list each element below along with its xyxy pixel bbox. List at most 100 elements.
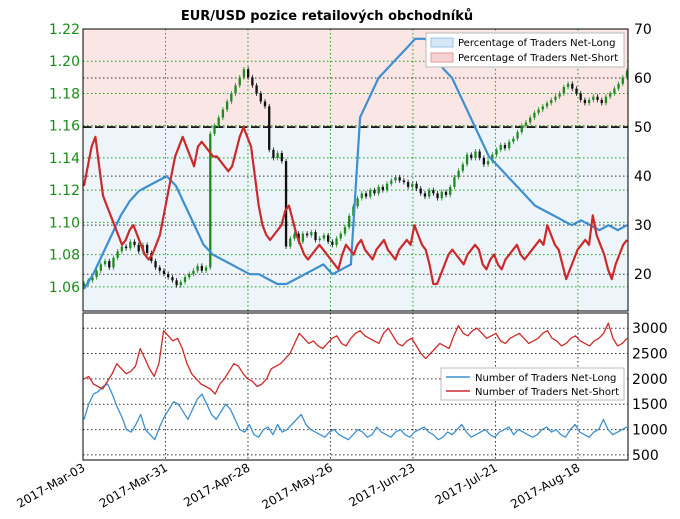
candle-body-108 bbox=[537, 110, 539, 113]
candle-body-85 bbox=[441, 192, 443, 198]
candle-body-13 bbox=[138, 245, 140, 251]
pct-tick-4: 60 bbox=[634, 71, 652, 87]
candle-body-109 bbox=[542, 106, 544, 109]
candle-body-52 bbox=[302, 234, 304, 242]
price-tick-5: 1.16 bbox=[49, 119, 80, 135]
candle-body-19 bbox=[163, 271, 165, 274]
candle-body-75 bbox=[399, 177, 401, 180]
date-tick-2: 2017-Apr-28 bbox=[181, 460, 252, 509]
candle-body-32 bbox=[218, 118, 220, 126]
candle-body-126 bbox=[613, 89, 615, 94]
candle-body-56 bbox=[319, 238, 321, 240]
count-panel: 50010001500200025003000 Number of Trader… bbox=[83, 313, 668, 464]
candle-body-111 bbox=[550, 100, 552, 103]
candle-body-9 bbox=[121, 247, 123, 252]
candle-body-63 bbox=[348, 216, 350, 227]
candle-body-57 bbox=[323, 235, 325, 238]
candle-body-33 bbox=[222, 110, 224, 118]
pct-tick-1: 30 bbox=[634, 218, 652, 234]
candle-body-73 bbox=[390, 180, 392, 183]
candle-body-53 bbox=[306, 234, 308, 236]
price-tick-8: 1.22 bbox=[49, 22, 80, 38]
candle-body-112 bbox=[554, 97, 556, 100]
candle-body-27 bbox=[196, 266, 198, 271]
chart-title: EUR/USD pozice retailových obchodníků bbox=[181, 9, 473, 24]
candle-body-50 bbox=[293, 234, 295, 239]
candle-body-41 bbox=[255, 85, 257, 93]
date-tick-3: 2017-May-26 bbox=[259, 460, 334, 512]
date-tick-6: 2017-Aug-18 bbox=[508, 460, 582, 511]
date-tick-5: 2017-Jul-21 bbox=[433, 460, 500, 507]
candle-body-54 bbox=[310, 232, 312, 235]
candle-body-94 bbox=[479, 151, 481, 157]
candle-body-46 bbox=[276, 153, 278, 158]
candle-body-100 bbox=[504, 145, 506, 148]
date-tick-4: 2017-Jun-23 bbox=[346, 460, 417, 509]
candle-body-91 bbox=[466, 155, 468, 165]
candle-body-106 bbox=[529, 118, 531, 123]
count-tick-4: 2500 bbox=[632, 347, 668, 363]
candle-body-104 bbox=[521, 126, 523, 132]
candle-body-29 bbox=[205, 267, 207, 270]
candle-body-22 bbox=[175, 280, 177, 285]
candle-body-102 bbox=[512, 139, 514, 142]
candle-body-65 bbox=[356, 198, 358, 206]
candle-body-48 bbox=[285, 161, 287, 246]
legend-label-count-short: Number of Traders Net-Short bbox=[475, 387, 619, 398]
candle-body-66 bbox=[361, 193, 363, 198]
candle-body-4 bbox=[100, 264, 102, 270]
candle-body-42 bbox=[260, 93, 262, 101]
candle-body-124 bbox=[605, 97, 607, 103]
candle-body-95 bbox=[483, 158, 485, 164]
candle-body-20 bbox=[167, 274, 169, 277]
candle-body-84 bbox=[436, 193, 438, 198]
candle-body-26 bbox=[192, 271, 194, 274]
candle-body-34 bbox=[226, 102, 228, 110]
candle-body-114 bbox=[563, 87, 565, 93]
candle-body-122 bbox=[596, 97, 598, 100]
candle-body-60 bbox=[335, 238, 337, 244]
candle-body-127 bbox=[617, 84, 619, 89]
candle-body-82 bbox=[428, 190, 430, 196]
candle-body-69 bbox=[373, 190, 375, 193]
candle-body-89 bbox=[457, 171, 459, 177]
candle-body-61 bbox=[340, 234, 342, 239]
candle-body-76 bbox=[403, 180, 405, 182]
candle-body-11 bbox=[129, 242, 131, 248]
count-tick-1: 1000 bbox=[632, 423, 668, 439]
legend-swatch-pct-short bbox=[431, 53, 453, 62]
price-tick-6: 1.18 bbox=[49, 86, 80, 102]
candle-body-62 bbox=[344, 227, 346, 233]
candle-body-28 bbox=[201, 266, 203, 271]
candle-body-5 bbox=[104, 261, 106, 264]
candle-body-128 bbox=[622, 77, 624, 83]
candle-body-37 bbox=[239, 77, 241, 85]
candle-body-18 bbox=[159, 267, 161, 270]
candle-body-98 bbox=[495, 150, 497, 155]
candle-body-78 bbox=[411, 184, 413, 187]
count-panel-legend: Number of Traders Net-Long Number of Tra… bbox=[441, 368, 624, 400]
candle-body-38 bbox=[243, 69, 245, 77]
price-tick-7: 1.20 bbox=[49, 54, 80, 70]
candle-body-47 bbox=[281, 153, 283, 161]
pct-tick-3: 50 bbox=[634, 120, 652, 136]
candle-body-77 bbox=[407, 182, 409, 187]
candle-body-83 bbox=[432, 190, 434, 193]
candle-body-7 bbox=[112, 258, 114, 268]
legend-label-pct-short: Percentage of Traders Net-Short bbox=[458, 53, 618, 64]
price-tick-3: 1.12 bbox=[49, 183, 80, 199]
candle-body-80 bbox=[420, 189, 422, 194]
candle-body-44 bbox=[268, 106, 270, 150]
price-tick-4: 1.14 bbox=[49, 151, 80, 167]
candle-body-121 bbox=[592, 97, 594, 100]
chart-figure: EUR/USD pozice retailových obchodníků 1.… bbox=[0, 0, 680, 519]
candle-body-49 bbox=[289, 238, 291, 246]
candle-body-119 bbox=[584, 100, 586, 103]
candle-body-72 bbox=[386, 184, 388, 190]
candle-body-87 bbox=[449, 187, 451, 195]
candle-body-90 bbox=[462, 164, 464, 170]
candle-body-113 bbox=[558, 93, 560, 96]
candle-body-12 bbox=[133, 242, 135, 245]
candle-body-79 bbox=[415, 184, 417, 189]
price-panel: 1.06 1.08 1.10 1.12 1.14 1.16 1.18 1.20 1.22 20 3… bbox=[49, 22, 652, 311]
